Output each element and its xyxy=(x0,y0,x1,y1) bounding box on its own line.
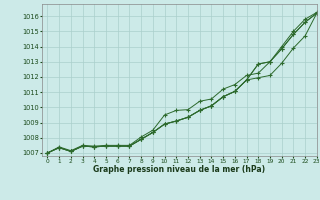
X-axis label: Graphe pression niveau de la mer (hPa): Graphe pression niveau de la mer (hPa) xyxy=(93,165,265,174)
